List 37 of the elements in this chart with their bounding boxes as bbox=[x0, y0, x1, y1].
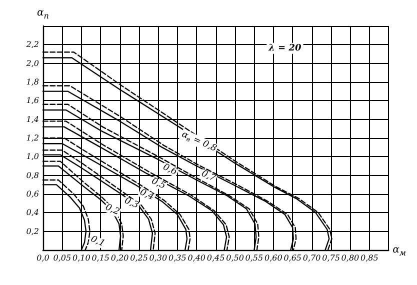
x-tick-label: 0,15 bbox=[92, 254, 110, 262]
x-tick-label: 0,60 bbox=[264, 254, 282, 262]
y-tick-label: 1,8 bbox=[26, 78, 39, 86]
x-tick-label: 0,80 bbox=[341, 254, 360, 262]
x-tick-label: 0,40 bbox=[188, 254, 206, 262]
y-tick-label: 2,2 bbox=[25, 40, 39, 50]
x-tick-label: 0,10 bbox=[72, 254, 90, 262]
x-tick-label: 0,05 bbox=[53, 254, 72, 262]
x-tick-label: 0,85 bbox=[360, 254, 378, 262]
annotation: 0,1 bbox=[89, 234, 106, 250]
y-tick-label: 0,6 bbox=[26, 190, 39, 198]
x-tick-label: 0,30 bbox=[149, 254, 168, 262]
annotation: 0,4 bbox=[138, 188, 156, 203]
annotation: 0,6 bbox=[161, 162, 179, 178]
x-tick-label: 0,35 bbox=[168, 254, 186, 262]
annotation: 0,7 bbox=[200, 168, 218, 184]
annotation: λ = 20 bbox=[268, 43, 302, 54]
y-tick-label: 0,8 bbox=[26, 170, 39, 180]
annotation: 0,2 bbox=[104, 202, 122, 218]
annotation: 0,3 bbox=[122, 196, 140, 212]
x-tick-label: 0,0 bbox=[36, 254, 50, 262]
x-tick-label: 0,75 bbox=[322, 254, 340, 262]
y-tick-label: 1,0 bbox=[26, 152, 39, 162]
y-tick-label: 1,4 bbox=[26, 114, 39, 124]
x-tick-label: 0,20 bbox=[110, 254, 129, 262]
y-tick-label: 1,2 bbox=[26, 134, 39, 142]
y-tick-label: 0,2 bbox=[26, 226, 39, 236]
x-tick-label: 0,70 bbox=[302, 254, 321, 262]
y-tick-label: 0,4 bbox=[26, 208, 39, 218]
x-tick-label: 0,65 bbox=[284, 254, 302, 262]
x-tick-label: 0,45 bbox=[206, 254, 225, 262]
y-tick-label: 1,6 bbox=[26, 96, 39, 106]
y-tick-label: 2,0 bbox=[25, 58, 39, 68]
x-tick-label: 0,55 bbox=[245, 254, 264, 262]
x-tick-label: 0,25 bbox=[130, 254, 148, 262]
x-tick-label: 0,50 bbox=[226, 254, 244, 262]
annotation: 0,5 bbox=[150, 176, 168, 192]
